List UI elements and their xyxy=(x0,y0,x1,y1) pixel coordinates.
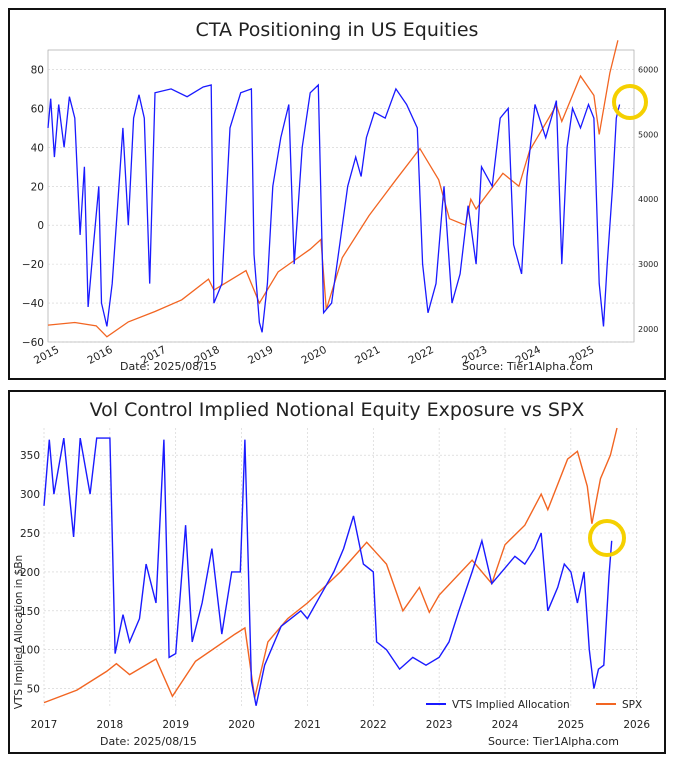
x-tick-label: 2021 xyxy=(353,344,382,367)
x-tick-label: 2025 xyxy=(557,719,584,731)
x-tick-label: 2023 xyxy=(426,719,453,731)
x-tick-label: 2020 xyxy=(300,344,329,367)
x-tick-label: 2019 xyxy=(162,719,189,731)
legend-spx-label: SPX xyxy=(622,699,642,711)
x-tick-label: 2020 xyxy=(228,719,255,731)
series-line-vts-implied-allocation xyxy=(43,437,613,706)
x-tick-label: 2017 xyxy=(31,719,58,731)
y2-tick-label: 3000 xyxy=(638,260,658,269)
x-tick-label: 2019 xyxy=(246,344,275,367)
source-label: Source: Tier1Alpha.com xyxy=(462,360,593,373)
y-tick-label: 40 xyxy=(31,142,44,154)
y-tick-label: −40 xyxy=(22,298,44,310)
series-line-spx xyxy=(43,427,618,704)
cta-chart-svg: CTA Positioning in US Equities 806040200… xyxy=(22,19,659,373)
highlight-circle xyxy=(588,519,626,557)
y-tick-label: 350 xyxy=(20,450,40,462)
y-tick-label: −20 xyxy=(22,259,44,271)
vol-control-chart: Vol Control Implied Notional Equity Expo… xyxy=(8,390,666,754)
x-tick-label: 2024 xyxy=(492,719,519,731)
chart-title: CTA Positioning in US Equities xyxy=(196,19,479,41)
cta-positioning-chart: CTA Positioning in US Equities 80 60 40 20 0… xyxy=(8,8,666,380)
x-tick-label: 2022 xyxy=(407,344,436,367)
chart-title: Vol Control Implied Notional Equity Expo… xyxy=(90,399,585,421)
y2-tick-label: 6000 xyxy=(638,65,658,74)
series-line-spx xyxy=(47,40,619,338)
legend: VTS Implied Allocation SPX xyxy=(426,699,642,711)
y2-tick-label: 4000 xyxy=(638,195,658,204)
plot-frame xyxy=(47,49,635,343)
legend-vts-label: VTS Implied Allocation xyxy=(452,699,570,711)
y-tick-label: 250 xyxy=(20,528,40,540)
x-tick-label: 2022 xyxy=(360,719,387,731)
series-line-cta-positioning xyxy=(47,83,621,333)
vol-chart-svg: Vol Control Implied Notional Equity Expo… xyxy=(13,399,650,748)
y-tick-label: 0 xyxy=(37,220,44,232)
x-tick-label: 2026 xyxy=(623,719,650,731)
x-tick-label: 2021 xyxy=(294,719,321,731)
y2-tick-label: 5000 xyxy=(638,130,658,139)
y-tick-label: 50 xyxy=(27,684,40,696)
y-tick-label: 200 xyxy=(20,567,40,579)
y2-tick-label: 2000 xyxy=(638,325,658,334)
y-tick-label: 100 xyxy=(20,645,40,657)
date-label: Date: 2025/08/15 xyxy=(120,360,217,373)
y-tick-label: 300 xyxy=(20,489,40,501)
highlight-circle xyxy=(612,84,648,120)
y-axis-label: VTS Implied Allocation in $Bn xyxy=(13,555,25,709)
source-label: Source: Tier1Alpha.com xyxy=(488,735,619,748)
y-tick-label: −60 xyxy=(22,337,44,349)
date-label: Date: 2025/08/15 xyxy=(100,735,197,748)
x-tick-label: 2018 xyxy=(96,719,123,731)
x-tick-label: 2016 xyxy=(85,344,115,367)
y-tick-label: 80 xyxy=(31,64,44,76)
y-tick-label: 150 xyxy=(20,606,40,618)
y-tick-label: 60 xyxy=(31,103,44,115)
y-tick-label: 20 xyxy=(31,181,44,193)
